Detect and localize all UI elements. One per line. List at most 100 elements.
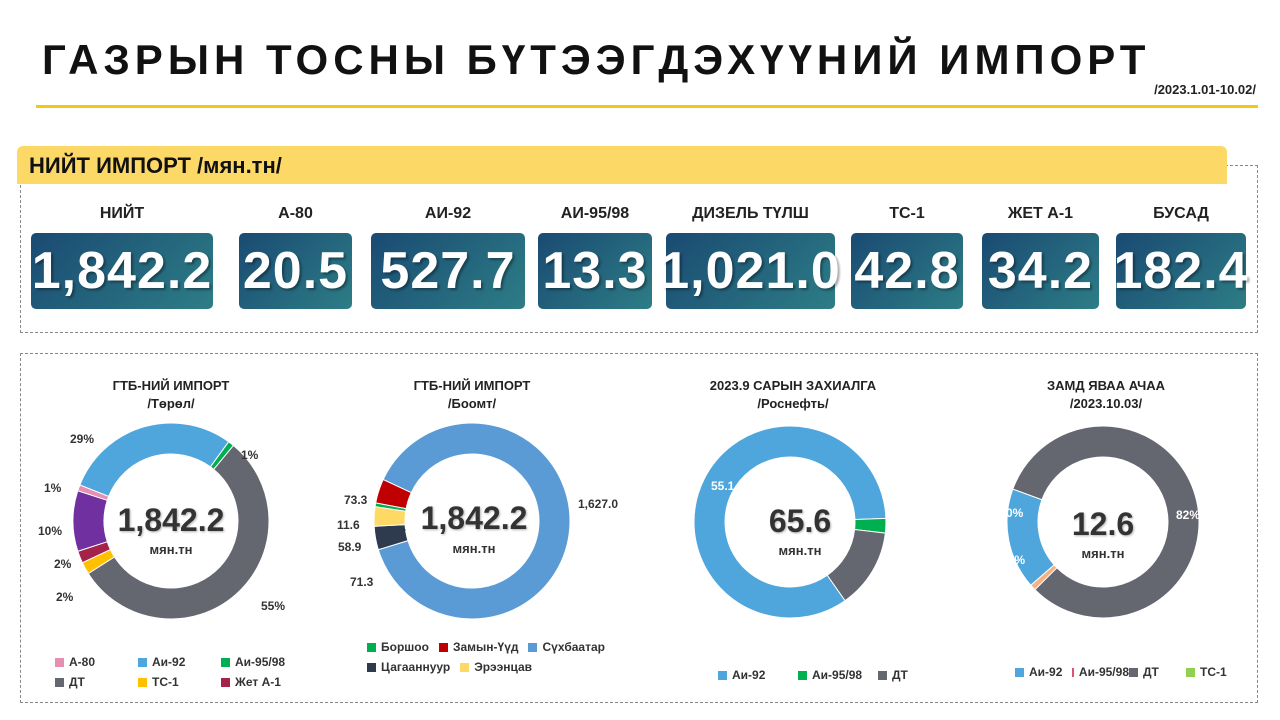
donut-slice: [79, 422, 230, 497]
legend-item: ДТ: [878, 668, 958, 682]
legend-label: Жет А-1: [235, 675, 281, 689]
chart4-label: 0%: [1006, 506, 1024, 520]
chart2-donut: [373, 422, 571, 620]
card-label-jet: ЖЕТ А-1: [1007, 205, 1074, 222]
chart3-title: 2023.9 САРЫН ЗАХИАЛГА/Роснефть/: [663, 377, 923, 413]
chart2-legend: Боршоо Замын-Үүд Сүхбаатар Цагааннуур Эрээнц…: [367, 640, 637, 674]
chart4-label: 1%: [1024, 594, 1042, 608]
legend-item: Аи-95/98: [798, 668, 878, 682]
chart4-legend: Аи-92 Аи-95/98 ДТ ТС-1: [1015, 665, 1255, 679]
date-range: /2023.1.01-10.02/: [1154, 82, 1256, 97]
card-label-a80: А-80: [278, 205, 313, 222]
chart1-label: 2%: [56, 590, 74, 604]
chart3-donut: [693, 425, 887, 619]
legend-item: ТС-1: [1186, 665, 1243, 679]
chart1-donut: [72, 422, 270, 620]
donut-slice: [693, 425, 887, 619]
legend-label: Боршоо: [381, 640, 429, 654]
legend-swatch: [221, 657, 230, 667]
chart4-center-value: 12.6: [1071, 506, 1135, 542]
chart2-center-unit: мян.тн: [452, 541, 496, 556]
card-label-diesel: ДИЗЕЛЬ ТҮЛШ: [692, 205, 809, 222]
legend-item: Аи-95/98: [1072, 665, 1129, 679]
chart4-label: 17%: [1001, 553, 1026, 567]
chart4-subtitle: /2023.10.03/: [1069, 396, 1143, 411]
donut-slice: [87, 444, 270, 620]
legend-label: Сүхбаатар: [542, 640, 605, 654]
legend-label: Аи-92: [152, 655, 186, 669]
chart3-label: 55.1: [711, 479, 735, 493]
legend-label: Аи-92: [732, 668, 766, 682]
chart2-center-value: 1,842.2: [420, 500, 528, 536]
legend-label: ТС-1: [1200, 665, 1227, 679]
chart1-label: 1%: [241, 448, 259, 462]
card-value-a80: 20.5: [239, 233, 352, 309]
legend-swatch: [55, 657, 64, 667]
legend-label: Цагааннуур: [381, 660, 451, 674]
chart1-label: 55%: [261, 599, 286, 613]
chart4-donut: [1006, 425, 1200, 619]
legend-swatch: [1129, 667, 1138, 677]
legend-item: Аи-92: [138, 655, 221, 669]
chart3-legend: Аи-92 Аи-95/98 ДТ: [718, 668, 958, 682]
chart1-label: 1%: [44, 481, 62, 495]
card-label-other: БУСАД: [1153, 205, 1209, 222]
legend-item: Аи-95/98: [221, 655, 304, 669]
legend-swatch: [367, 642, 376, 652]
legend-swatch: [798, 670, 807, 680]
legend-item: Сүхбаатар: [528, 640, 605, 654]
chart2-label: 73.3: [344, 493, 368, 507]
title-underline: [36, 105, 1258, 108]
legend-swatch: [878, 670, 887, 680]
chart1-title-text: ГТБ-НИЙ ИМПОРТ: [112, 378, 230, 393]
legend-label: Аи-95/98: [235, 655, 286, 669]
card-value-diesel: 1,021.0: [660, 233, 840, 309]
chart2-label: 58.9: [338, 540, 362, 554]
legend-swatch: [718, 670, 727, 680]
chart3-subtitle: /Роснефть/: [757, 396, 829, 411]
legend-item: Жет А-1: [221, 675, 304, 689]
chart1-center-value: 1,842.2: [117, 502, 225, 538]
legend-swatch: [138, 677, 147, 687]
chart3-title-text: 2023.9 САРЫН ЗАХИАЛГА: [709, 378, 877, 393]
chart1-label: 10%: [38, 524, 63, 538]
chart3-center-value: 65.6: [768, 503, 832, 539]
chart3-label: 8.8: [857, 597, 874, 611]
legend-item: А-80: [55, 655, 138, 669]
legend-item: Эрээнцав: [460, 660, 532, 674]
legend-label: ТС-1: [152, 675, 179, 689]
chart1-label: 2%: [54, 557, 72, 571]
legend-item: ДТ: [1129, 665, 1186, 679]
chart2-label: 1,627.0: [578, 497, 619, 511]
legend-swatch: [138, 657, 147, 667]
chart4-label: 82%: [1176, 508, 1201, 522]
card-label-ai95: АИ-95/98: [560, 205, 630, 222]
legend-swatch: [438, 642, 448, 652]
chart1-subtitle: /Төрөл/: [147, 396, 195, 411]
donut-slice: [72, 490, 108, 552]
legend-item: Боршоо: [367, 640, 429, 654]
chart2-title: ГТБ-НИЙ ИМПОРТ/Боомт/: [342, 377, 602, 413]
card-value-other: 182.4: [1113, 233, 1248, 309]
chart3-label: 1.6: [885, 555, 902, 569]
chart1-center-unit: мян.тн: [149, 542, 193, 557]
total-import-heading: НИЙТ ИМПОРТ /мян.тн/: [17, 146, 1227, 184]
donut-slice: [1006, 488, 1055, 586]
card-label-ts1: ТС-1: [889, 205, 925, 222]
chart1-title: ГТБ-НИЙ ИМПОРТ/Төрөл/: [41, 377, 301, 413]
legend-label: Аи-95/98: [1078, 665, 1129, 679]
legend-item: Замын-Үүд: [438, 640, 519, 654]
donut-slice: [826, 528, 886, 602]
legend-item: Аи-92: [1015, 665, 1072, 679]
legend-swatch: [1015, 667, 1024, 677]
card-label-ai92: АИ-92: [424, 205, 472, 222]
legend-item: ДТ: [55, 675, 138, 689]
chart4-title-text: ЗАМД ЯВАА АЧАА: [1046, 378, 1165, 393]
chart2-label: 71.3: [350, 575, 374, 589]
chart3-center-unit: мян.тн: [778, 543, 822, 558]
legend-label: Замын-Үүд: [452, 640, 519, 654]
card-value-jet: 34.2: [982, 233, 1099, 309]
chart2-dash-label: -: [402, 522, 406, 536]
legend-swatch: [460, 662, 470, 672]
legend-label: ДТ: [69, 675, 85, 689]
